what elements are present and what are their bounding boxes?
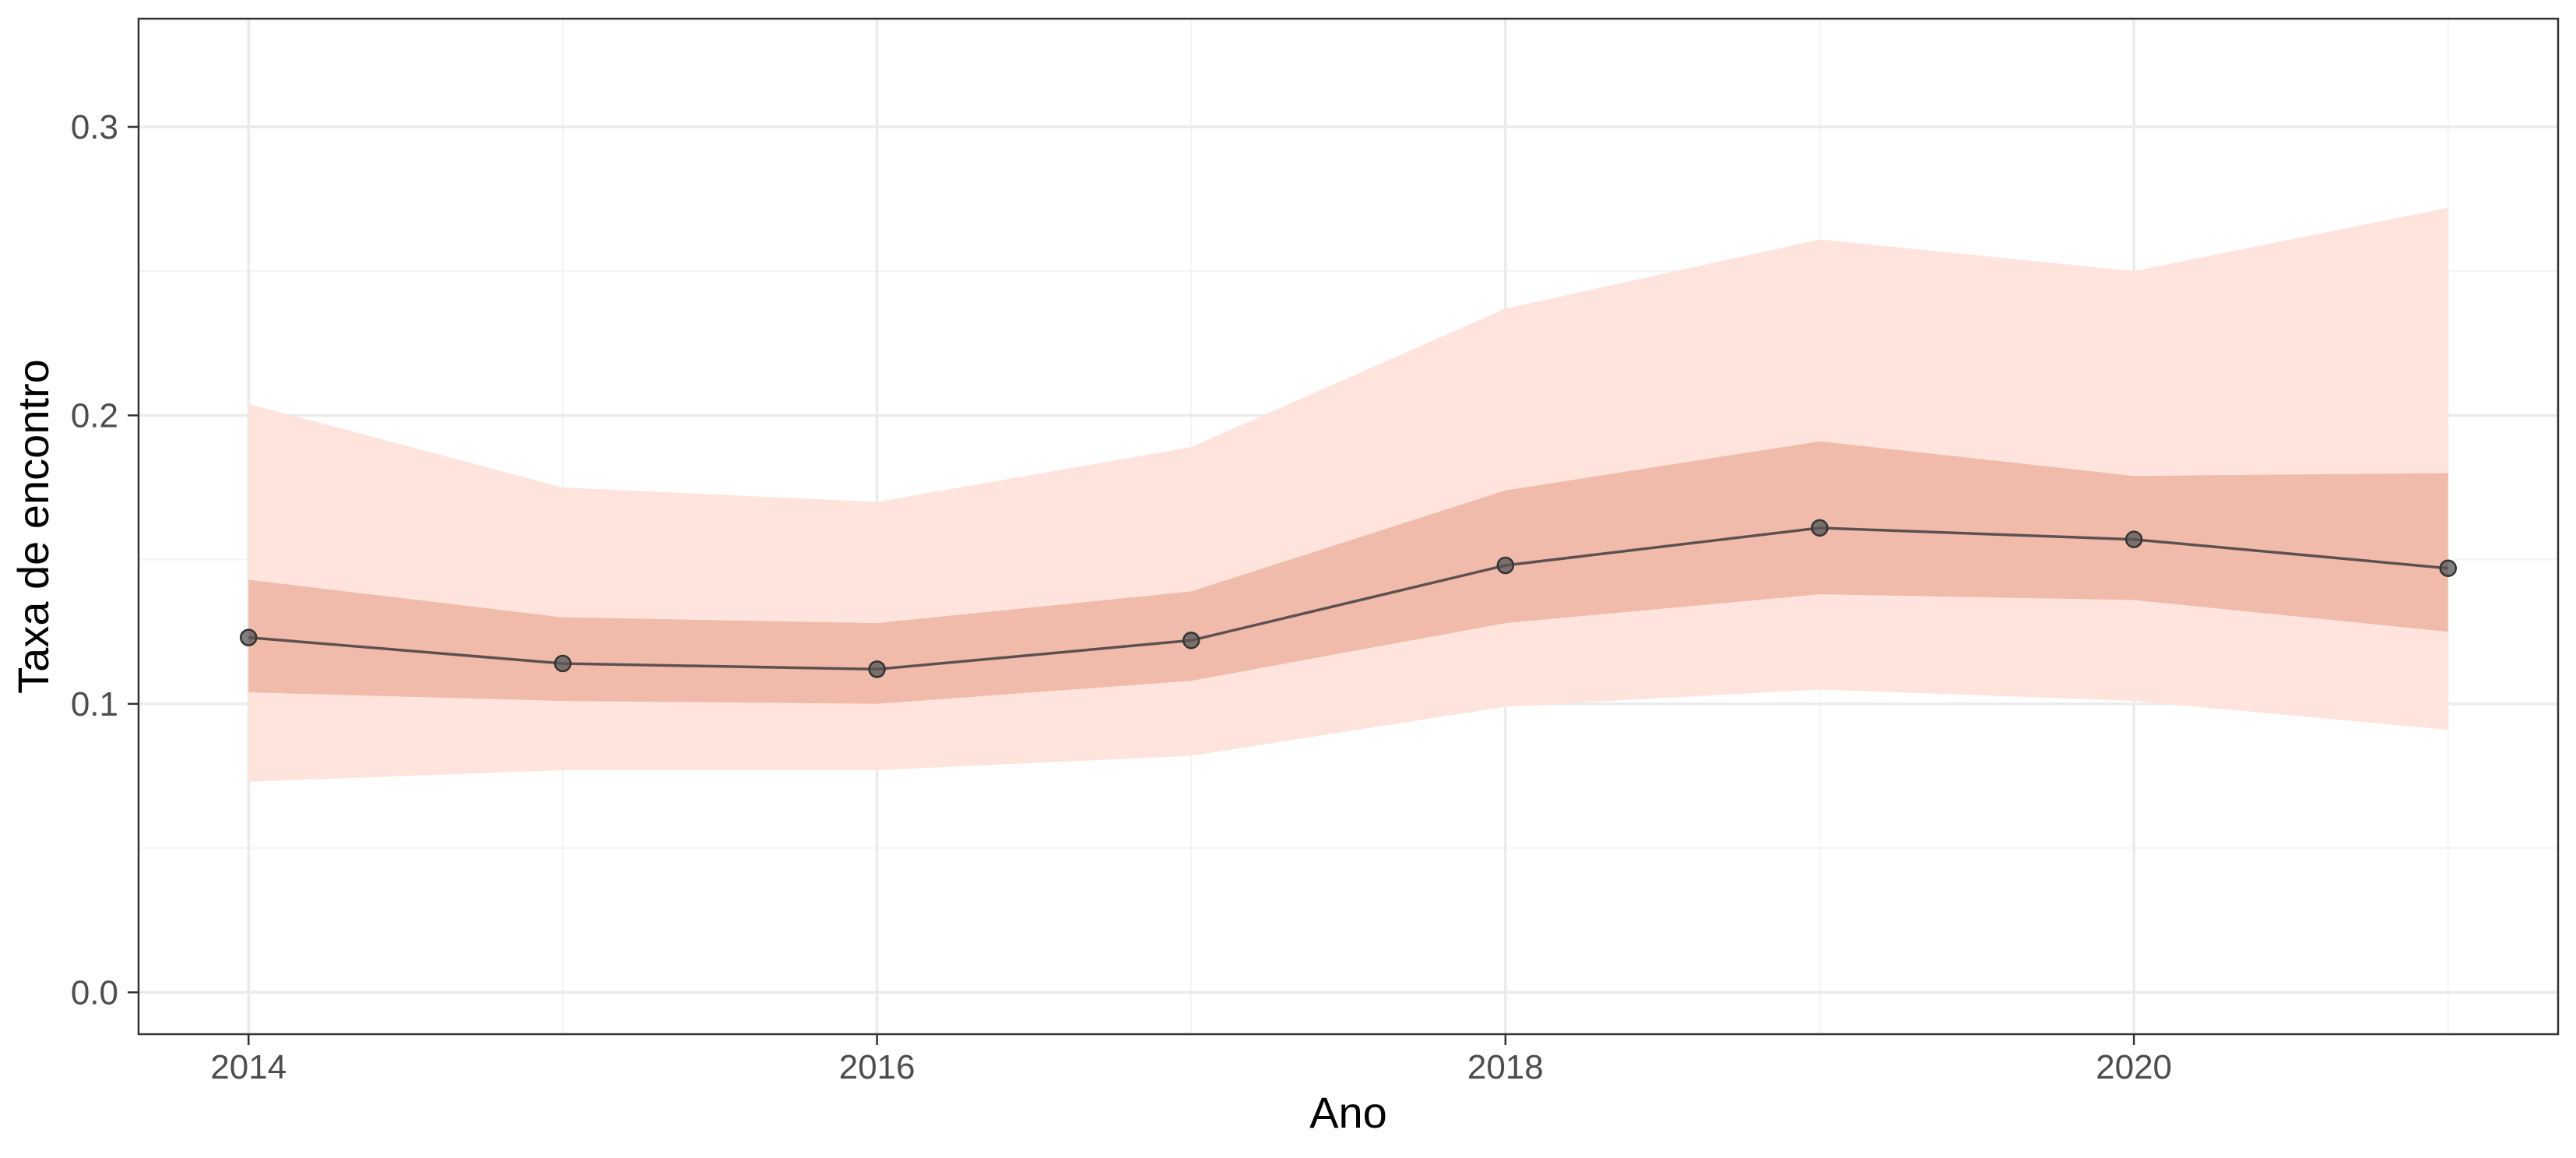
x-tick-label: 2016 bbox=[839, 1048, 915, 1086]
y-tick-label: 0.2 bbox=[71, 396, 118, 435]
data-point-2019 bbox=[1811, 519, 1829, 537]
y-tick-label: 0.3 bbox=[71, 108, 118, 146]
y-axis: 0.0 0.1 0.2 0.3 bbox=[71, 108, 139, 1012]
data-point-2014 bbox=[240, 628, 258, 646]
data-points bbox=[240, 519, 2457, 678]
data-point-2016 bbox=[868, 660, 886, 678]
series-line bbox=[248, 526, 2448, 671]
panel-border bbox=[137, 17, 2560, 1036]
y-tick-label: 0.1 bbox=[71, 685, 118, 723]
x-axis: 2014 2016 2018 2020 bbox=[210, 1034, 2172, 1086]
x-tick-label: 2020 bbox=[2096, 1048, 2172, 1086]
y-tick-label: 0.0 bbox=[71, 973, 118, 1012]
data-point-2020 bbox=[2124, 530, 2143, 548]
x-axis-title: Ano bbox=[1309, 1088, 1387, 1137]
confidence-bands bbox=[248, 207, 2448, 782]
inner-band bbox=[248, 441, 2448, 704]
data-point-2021 bbox=[2439, 559, 2457, 577]
series-line-group bbox=[248, 526, 2448, 671]
data-point-2015 bbox=[554, 654, 572, 673]
x-tick-label: 2014 bbox=[210, 1048, 286, 1086]
data-point-2017 bbox=[1182, 632, 1200, 649]
y-axis-title: Taxa de encontro bbox=[9, 359, 58, 694]
x-tick-label: 2018 bbox=[1467, 1048, 1544, 1086]
data-point-2018 bbox=[1496, 556, 1515, 575]
